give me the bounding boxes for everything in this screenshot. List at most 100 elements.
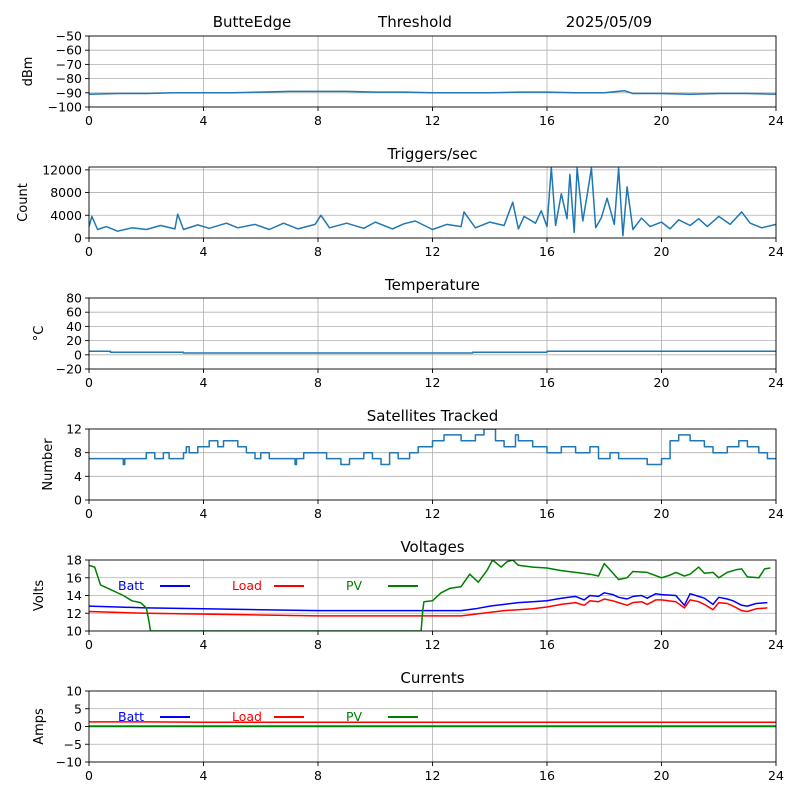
chart-signal: 0 4 8 12 16 20 24 −100−90−80−70−60−50 dBm: [21, 29, 784, 129]
y-tick-label: 40: [66, 319, 82, 334]
x-tick-label: 4: [200, 244, 208, 259]
legend-label-batt: Batt: [118, 578, 144, 593]
legend-label-pv: PV: [346, 709, 363, 724]
x-tick-label: 4: [200, 637, 208, 652]
x-tick-label: 12: [425, 113, 441, 128]
y-tick-label: −80: [56, 71, 82, 86]
x-tick-label: 8: [314, 244, 322, 259]
y-tick-label: 10: [66, 684, 82, 699]
x-tick-label: 24: [768, 113, 784, 128]
x-tick-label: 24: [768, 506, 784, 521]
chart-voltages: 0 4 8 12 16 20 24 10 12 14 16 18 Voltages Volts Batt Lo…: [32, 538, 784, 652]
x-tick-label: 0: [85, 244, 93, 259]
y-tick-label: 80: [66, 291, 82, 306]
y-tick-label: 14: [66, 588, 82, 603]
x-tick-label: 12: [425, 637, 441, 652]
y-tick-label: −100: [48, 100, 82, 115]
chart-title: Currents: [400, 669, 464, 687]
y-axis-label: dBm: [21, 57, 36, 87]
x-tick-label: 20: [654, 637, 670, 652]
y-tick-label: 16: [66, 570, 82, 585]
x-tick-label: 8: [314, 506, 322, 521]
x-tick-label: 4: [200, 506, 208, 521]
y-tick-label: 60: [66, 305, 82, 320]
y-tick-label: 4: [74, 469, 82, 484]
x-tick-label: 16: [539, 506, 555, 521]
x-tick-label: 0: [85, 375, 93, 390]
x-tick-label: 8: [314, 768, 322, 783]
x-tick-label: 4: [200, 768, 208, 783]
y-tick-label: −90: [56, 85, 82, 100]
x-tick-label: 4: [200, 375, 208, 390]
chart-title: Triggers/sec: [387, 145, 478, 163]
x-tick-label: 20: [654, 113, 670, 128]
x-tick-label: 24: [768, 768, 784, 783]
x-tick-label: 12: [425, 244, 441, 259]
y-tick-label: −50: [56, 29, 82, 44]
y-tick-label: −10: [56, 755, 82, 770]
x-tick-label: 8: [314, 113, 322, 128]
y-axis-label: °C: [32, 326, 47, 342]
chart-satellites: 0 4 8 12 16 20 24 0 4 8 12 Satellites Tracked Number: [41, 407, 784, 521]
x-tick-label: 20: [654, 375, 670, 390]
x-tick-label: 16: [539, 768, 555, 783]
x-tick-label: 0: [85, 506, 93, 521]
y-tick-label: 10: [66, 624, 82, 639]
x-tick-label: 0: [85, 637, 93, 652]
y-tick-label: 4000: [50, 208, 82, 223]
legend-label-pv: PV: [346, 578, 363, 593]
x-tick-label: 16: [539, 244, 555, 259]
y-tick-label: 8000: [50, 185, 82, 200]
x-tick-label: 0: [85, 113, 93, 128]
y-tick-label: −20: [56, 362, 82, 377]
x-tick-label: 12: [425, 375, 441, 390]
y-axis-label: Volts: [32, 580, 47, 612]
legend-label-load: Load: [232, 578, 262, 593]
x-tick-label: 12: [425, 506, 441, 521]
y-tick-label: −60: [56, 43, 82, 58]
x-tick-label: 20: [654, 768, 670, 783]
y-tick-label: −5: [64, 737, 82, 752]
y-tick-label: 12000: [42, 162, 82, 177]
x-tick-label: 16: [539, 113, 555, 128]
series-line-pv: [89, 560, 771, 631]
x-tick-label: 4: [200, 113, 208, 128]
series-line-0: [89, 350, 776, 354]
y-axis-label: Count: [16, 183, 31, 222]
y-tick-label: 5: [74, 701, 82, 716]
series-line-0: [89, 167, 776, 237]
series-line-0: [89, 89, 776, 95]
y-tick-label: 0: [74, 231, 82, 246]
y-tick-label: 12: [66, 422, 82, 437]
x-tick-label: 20: [654, 506, 670, 521]
y-tick-label: 8: [74, 445, 82, 460]
y-tick-label: 0: [74, 347, 82, 362]
x-tick-label: 20: [654, 244, 670, 259]
chart-title: Voltages: [400, 538, 464, 556]
x-tick-label: 16: [539, 375, 555, 390]
x-tick-label: 24: [768, 375, 784, 390]
y-axis-label: Amps: [32, 708, 47, 745]
chart-title: Satellites Tracked: [367, 407, 498, 425]
chart-title: Temperature: [384, 276, 480, 294]
y-tick-label: 0: [74, 493, 82, 508]
x-tick-label: 8: [314, 637, 322, 652]
x-tick-label: 24: [768, 244, 784, 259]
x-tick-label: 24: [768, 637, 784, 652]
legend-label-batt: Batt: [118, 709, 144, 724]
y-axis-label: Number: [41, 438, 56, 491]
y-tick-label: 18: [66, 553, 82, 568]
y-tick-label: −70: [56, 57, 82, 72]
legend-label-load: Load: [232, 709, 262, 724]
chart-currents: 0 4 8 12 16 20 24 −10 −5 0 5 10 Currents Amps Batt Load…: [32, 669, 784, 783]
x-tick-label: 12: [425, 768, 441, 783]
series-line-0: [89, 429, 776, 466]
x-tick-label: 8: [314, 375, 322, 390]
x-tick-label: 16: [539, 637, 555, 652]
x-tick-label: 0: [85, 768, 93, 783]
header-date: 2025/05/09: [566, 13, 652, 31]
header-mode: Threshold: [377, 13, 452, 31]
y-tick-label: 20: [66, 333, 82, 348]
